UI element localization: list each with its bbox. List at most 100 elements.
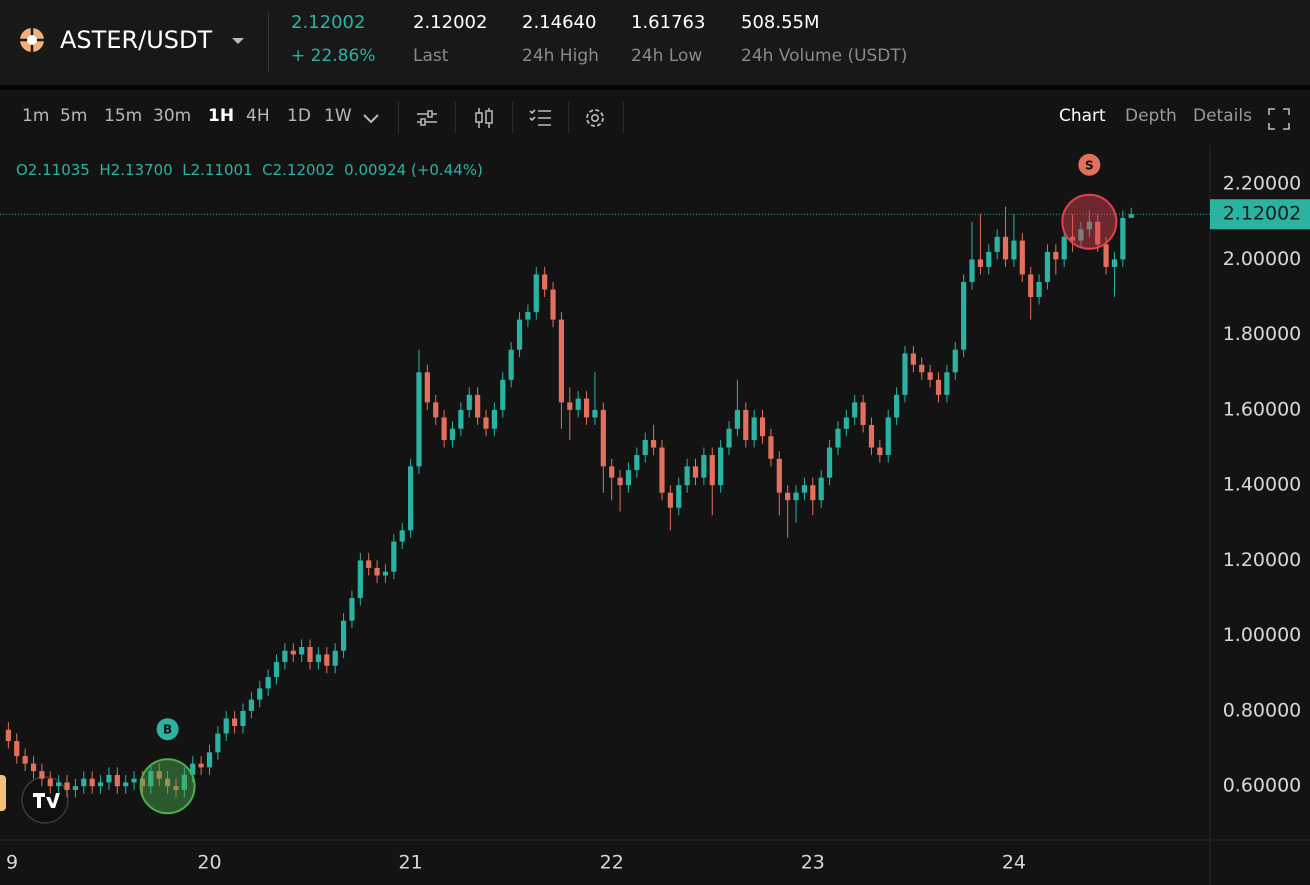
interval[interactable]: 1H [208, 106, 235, 126]
candle-body [349, 598, 355, 621]
stat-label: 24h Volume (USDT) [741, 46, 908, 66]
candle-body [961, 281, 967, 350]
candle-body [273, 662, 280, 678]
candle-body [592, 409, 598, 418]
candle-body [659, 447, 665, 493]
price: 2.12002 [291, 12, 366, 33]
candle-body [902, 353, 908, 395]
candle-body [801, 485, 808, 493]
separator [0, 85, 1310, 90]
candle-body [81, 778, 87, 787]
y-tick-label: 1.80000 [1223, 323, 1302, 345]
tv-logo[interactable] [21, 776, 69, 824]
candle-body [72, 786, 79, 790]
candle-body [533, 274, 539, 313]
stat-value: 1.61763 [631, 12, 706, 33]
candle-body [131, 778, 137, 783]
x-tick-label: 20 [197, 852, 221, 874]
settings-icon[interactable] [583, 106, 607, 130]
list-icon[interactable] [528, 107, 552, 129]
change: + 22.86% [291, 46, 376, 66]
candle-body [148, 771, 154, 787]
trade-badge [156, 718, 179, 741]
candle-body [232, 718, 238, 726]
candle-body [248, 699, 254, 711]
candle-body [868, 424, 875, 448]
divider [568, 102, 569, 134]
x-tick-label: 24 [1002, 852, 1026, 874]
tab[interactable]: Details [1193, 106, 1252, 126]
tab[interactable]: Chart [1059, 106, 1106, 126]
candle-body [935, 379, 942, 395]
candle-body [198, 763, 204, 768]
candle-body [676, 485, 682, 508]
side-tab[interactable] [0, 775, 6, 811]
interval[interactable]: 1W [324, 106, 352, 126]
interval[interactable]: 1D [287, 106, 311, 126]
interval[interactable]: 15m [104, 106, 143, 126]
indicator-icon[interactable] [415, 107, 439, 129]
tab[interactable]: Depth [1125, 106, 1177, 126]
candle-body [416, 372, 422, 467]
tv-logo-mark [33, 793, 60, 808]
candle-body [449, 428, 456, 441]
candle-body [483, 417, 489, 429]
candle-body [433, 402, 439, 418]
candle-body [516, 319, 523, 350]
y-tick-label: 2.00000 [1223, 248, 1302, 270]
candle-body [927, 372, 933, 380]
candle-body [307, 646, 313, 663]
candle-body [1002, 236, 1009, 260]
pair-caret[interactable] [231, 36, 245, 46]
candle-body [164, 778, 171, 787]
candle-body [299, 646, 305, 655]
candle-body [726, 428, 732, 448]
y-tick-label: 1.40000 [1223, 474, 1302, 496]
interval[interactable]: 30m [153, 106, 192, 126]
last-price-tag [1210, 199, 1310, 230]
interval[interactable]: 4H [246, 106, 270, 126]
candle-body [257, 688, 263, 700]
candle-icon[interactable] [472, 106, 496, 130]
candle-body [290, 650, 296, 655]
fullscreen-icon[interactable] [1268, 108, 1290, 130]
candle-body [952, 349, 958, 373]
candle-body [1120, 217, 1126, 260]
chart: 0.60000 0.80000 1.00000 1.20000 1.40000 1.600… [0, 145, 1310, 885]
candle-body [793, 492, 799, 501]
candle-body [1036, 281, 1042, 298]
candle-body [240, 710, 246, 726]
candle-body [785, 492, 791, 501]
candle-body [919, 364, 925, 373]
candle-body [47, 778, 53, 787]
logo [20, 28, 44, 52]
candle-body [583, 398, 590, 418]
candle-body [634, 455, 640, 471]
interval[interactable]: 1m [22, 106, 50, 126]
candle-body [894, 394, 900, 418]
candle-body [969, 259, 975, 282]
candle-body [684, 466, 690, 486]
last-price-label: 2.12002 [1223, 203, 1302, 225]
candle-body [1019, 240, 1025, 275]
candle-body [374, 567, 380, 576]
trade-circle [1061, 193, 1118, 250]
trade-label: S [1085, 158, 1094, 172]
candle-body [458, 409, 464, 429]
candle-body [759, 417, 766, 437]
candle-body [818, 477, 824, 501]
candle-body [22, 756, 28, 764]
more-intervals[interactable] [362, 111, 380, 125]
candle-body [550, 289, 556, 320]
x-tick-label: 21 [399, 852, 423, 874]
candle-body [315, 654, 322, 663]
pair[interactable]: ASTER/USDT [60, 26, 213, 54]
candle-body [106, 774, 112, 783]
candle-body [491, 409, 497, 429]
candle-body [39, 771, 45, 779]
y-tick-label: 2.20000 [1223, 173, 1302, 195]
trade-circle [139, 758, 196, 815]
candle-body [399, 530, 405, 542]
interval[interactable]: 5m [60, 106, 88, 126]
candle-body [206, 752, 213, 768]
